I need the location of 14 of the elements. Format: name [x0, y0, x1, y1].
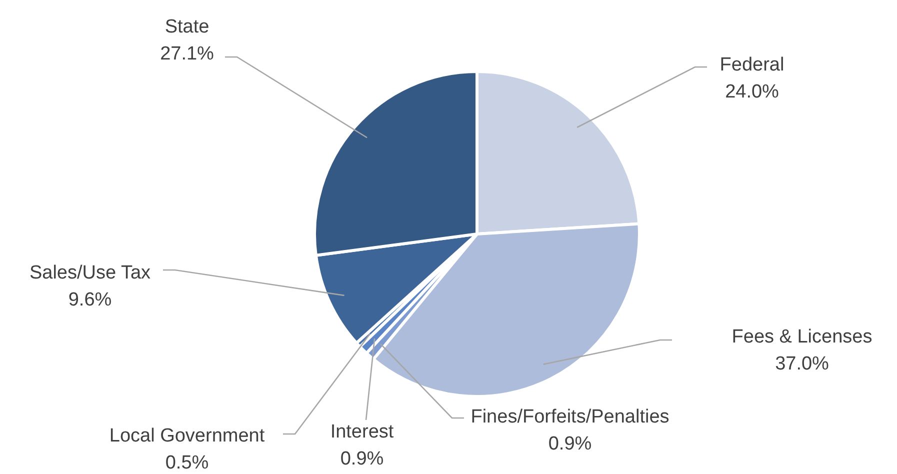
data-label: 27.1%	[160, 44, 214, 65]
data-label: 24.0%	[725, 82, 780, 103]
slice-label: Sales/Use Tax	[29, 262, 152, 284]
slice-label: Federal	[720, 54, 784, 76]
slice-label: State	[164, 16, 210, 38]
slice-label: Local Government	[109, 426, 266, 447]
data-label: 37.0%	[775, 354, 830, 375]
slice-label: Fees & Licenses	[732, 326, 872, 348]
data-label: 0.9%	[340, 448, 384, 470]
data-label: 0.9%	[548, 434, 592, 455]
slice-label: Fines/Forfeits/Penalties	[470, 406, 670, 428]
slice-label: Interest	[330, 422, 394, 443]
data-label: 0.5%	[165, 452, 209, 474]
data-label: 9.6%	[68, 290, 112, 311]
